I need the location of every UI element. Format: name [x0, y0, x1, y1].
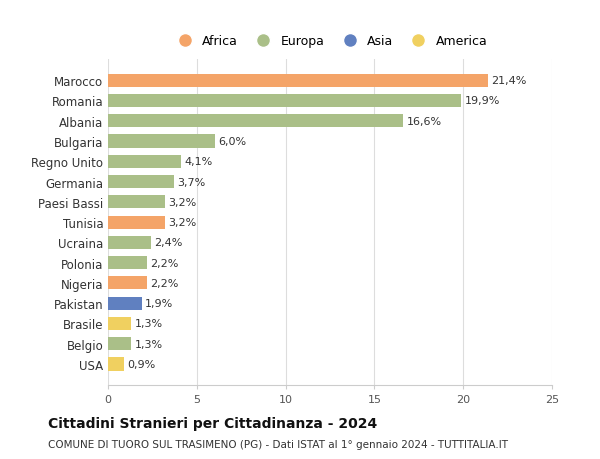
Bar	[108, 358, 124, 371]
Bar	[108, 216, 165, 229]
Text: 4,1%: 4,1%	[184, 157, 212, 167]
Text: 1,3%: 1,3%	[134, 339, 163, 349]
Bar	[108, 337, 131, 351]
Text: 21,4%: 21,4%	[491, 76, 527, 86]
Bar	[108, 95, 461, 108]
Bar	[108, 257, 147, 269]
Text: 1,9%: 1,9%	[145, 298, 173, 308]
Text: 3,2%: 3,2%	[169, 197, 197, 207]
Bar	[108, 115, 403, 128]
Text: COMUNE DI TUORO SUL TRASIMENO (PG) - Dati ISTAT al 1° gennaio 2024 - TUTTITALIA.: COMUNE DI TUORO SUL TRASIMENO (PG) - Dat…	[48, 440, 508, 449]
Bar	[108, 196, 165, 209]
Text: Cittadini Stranieri per Cittadinanza - 2024: Cittadini Stranieri per Cittadinanza - 2…	[48, 416, 377, 430]
Bar	[108, 156, 181, 168]
Text: 16,6%: 16,6%	[406, 117, 442, 127]
Bar	[108, 176, 174, 189]
Text: 6,0%: 6,0%	[218, 137, 246, 147]
Text: 2,4%: 2,4%	[154, 238, 182, 248]
Bar	[108, 277, 147, 290]
Text: 0,9%: 0,9%	[128, 359, 156, 369]
Text: 19,9%: 19,9%	[465, 96, 500, 106]
Text: 3,2%: 3,2%	[169, 218, 197, 228]
Text: 2,2%: 2,2%	[151, 278, 179, 288]
Bar	[108, 135, 215, 148]
Text: 2,2%: 2,2%	[151, 258, 179, 268]
Text: 3,7%: 3,7%	[177, 177, 206, 187]
Bar	[108, 297, 142, 310]
Bar	[108, 74, 488, 88]
Legend: Africa, Europa, Asia, America: Africa, Europa, Asia, America	[167, 30, 493, 53]
Bar	[108, 317, 131, 330]
Text: 1,3%: 1,3%	[134, 319, 163, 329]
Bar	[108, 236, 151, 249]
